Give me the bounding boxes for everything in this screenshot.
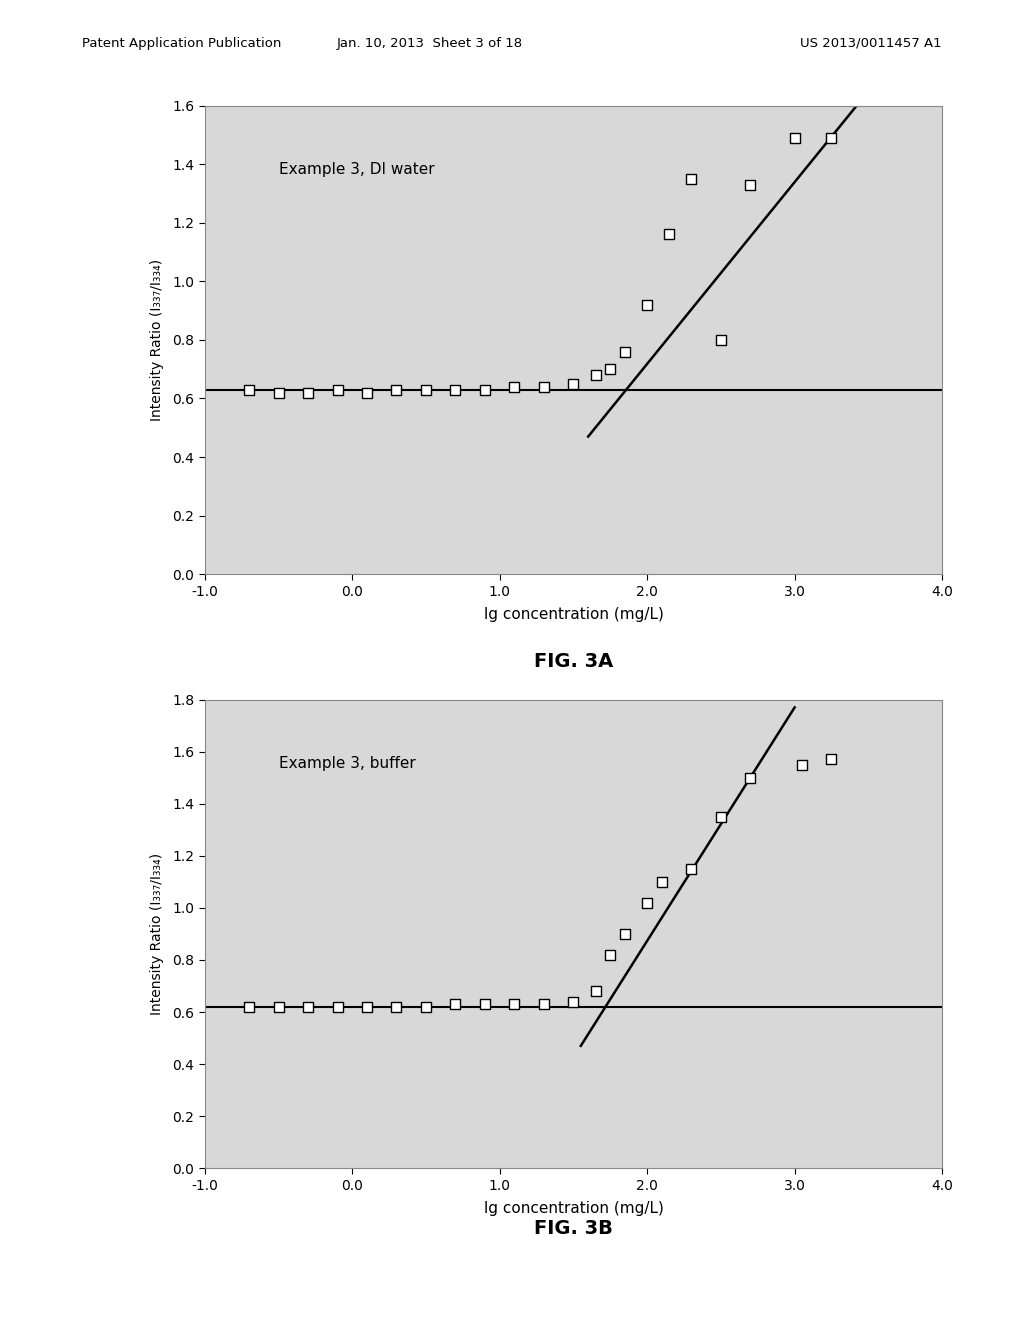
Point: [639, 294, 655, 315]
Point: [823, 748, 840, 770]
Point: [616, 341, 633, 362]
Point: [330, 379, 346, 400]
X-axis label: lg concentration (mg/L): lg concentration (mg/L): [483, 607, 664, 622]
Point: [270, 381, 287, 403]
Point: [418, 379, 434, 400]
Point: [794, 754, 810, 775]
Point: [683, 168, 699, 189]
Point: [653, 871, 670, 892]
Point: [358, 381, 375, 403]
Y-axis label: Intensity Ratio (I₃₃₇/I₃₃₄): Intensity Ratio (I₃₃₇/I₃₃₄): [150, 853, 164, 1015]
Text: Example 3, buffer: Example 3, buffer: [279, 756, 416, 771]
Point: [447, 994, 464, 1015]
X-axis label: lg concentration (mg/L): lg concentration (mg/L): [483, 1201, 664, 1216]
Point: [477, 379, 494, 400]
Point: [602, 359, 618, 380]
Text: Example 3, DI water: Example 3, DI water: [279, 162, 434, 177]
Point: [418, 997, 434, 1018]
Point: [506, 994, 522, 1015]
Point: [713, 807, 729, 828]
Point: [565, 374, 582, 395]
Point: [506, 376, 522, 397]
Point: [358, 997, 375, 1018]
Text: Jan. 10, 2013  Sheet 3 of 18: Jan. 10, 2013 Sheet 3 of 18: [337, 37, 523, 50]
Point: [300, 997, 316, 1018]
Point: [742, 767, 759, 788]
Point: [241, 379, 257, 400]
Point: [742, 174, 759, 195]
Point: [588, 981, 604, 1002]
Point: [536, 994, 552, 1015]
Point: [662, 224, 678, 246]
Point: [713, 330, 729, 351]
Text: Patent Application Publication: Patent Application Publication: [82, 37, 282, 50]
Point: [300, 381, 316, 403]
Point: [616, 924, 633, 945]
Point: [639, 892, 655, 913]
Point: [536, 376, 552, 397]
Point: [823, 127, 840, 148]
Point: [447, 379, 464, 400]
Point: [388, 997, 404, 1018]
Text: US 2013/0011457 A1: US 2013/0011457 A1: [801, 37, 942, 50]
Point: [786, 127, 803, 148]
Point: [588, 364, 604, 385]
Point: [388, 379, 404, 400]
Point: [330, 997, 346, 1018]
Text: FIG. 3B: FIG. 3B: [534, 1220, 613, 1238]
Point: [270, 997, 287, 1018]
Text: FIG. 3A: FIG. 3A: [534, 652, 613, 671]
Point: [565, 991, 582, 1012]
Point: [683, 858, 699, 879]
Y-axis label: Intensity Ratio (I₃₃₇/I₃₃₄): Intensity Ratio (I₃₃₇/I₃₃₄): [150, 259, 164, 421]
Point: [241, 997, 257, 1018]
Point: [602, 944, 618, 965]
Point: [477, 994, 494, 1015]
